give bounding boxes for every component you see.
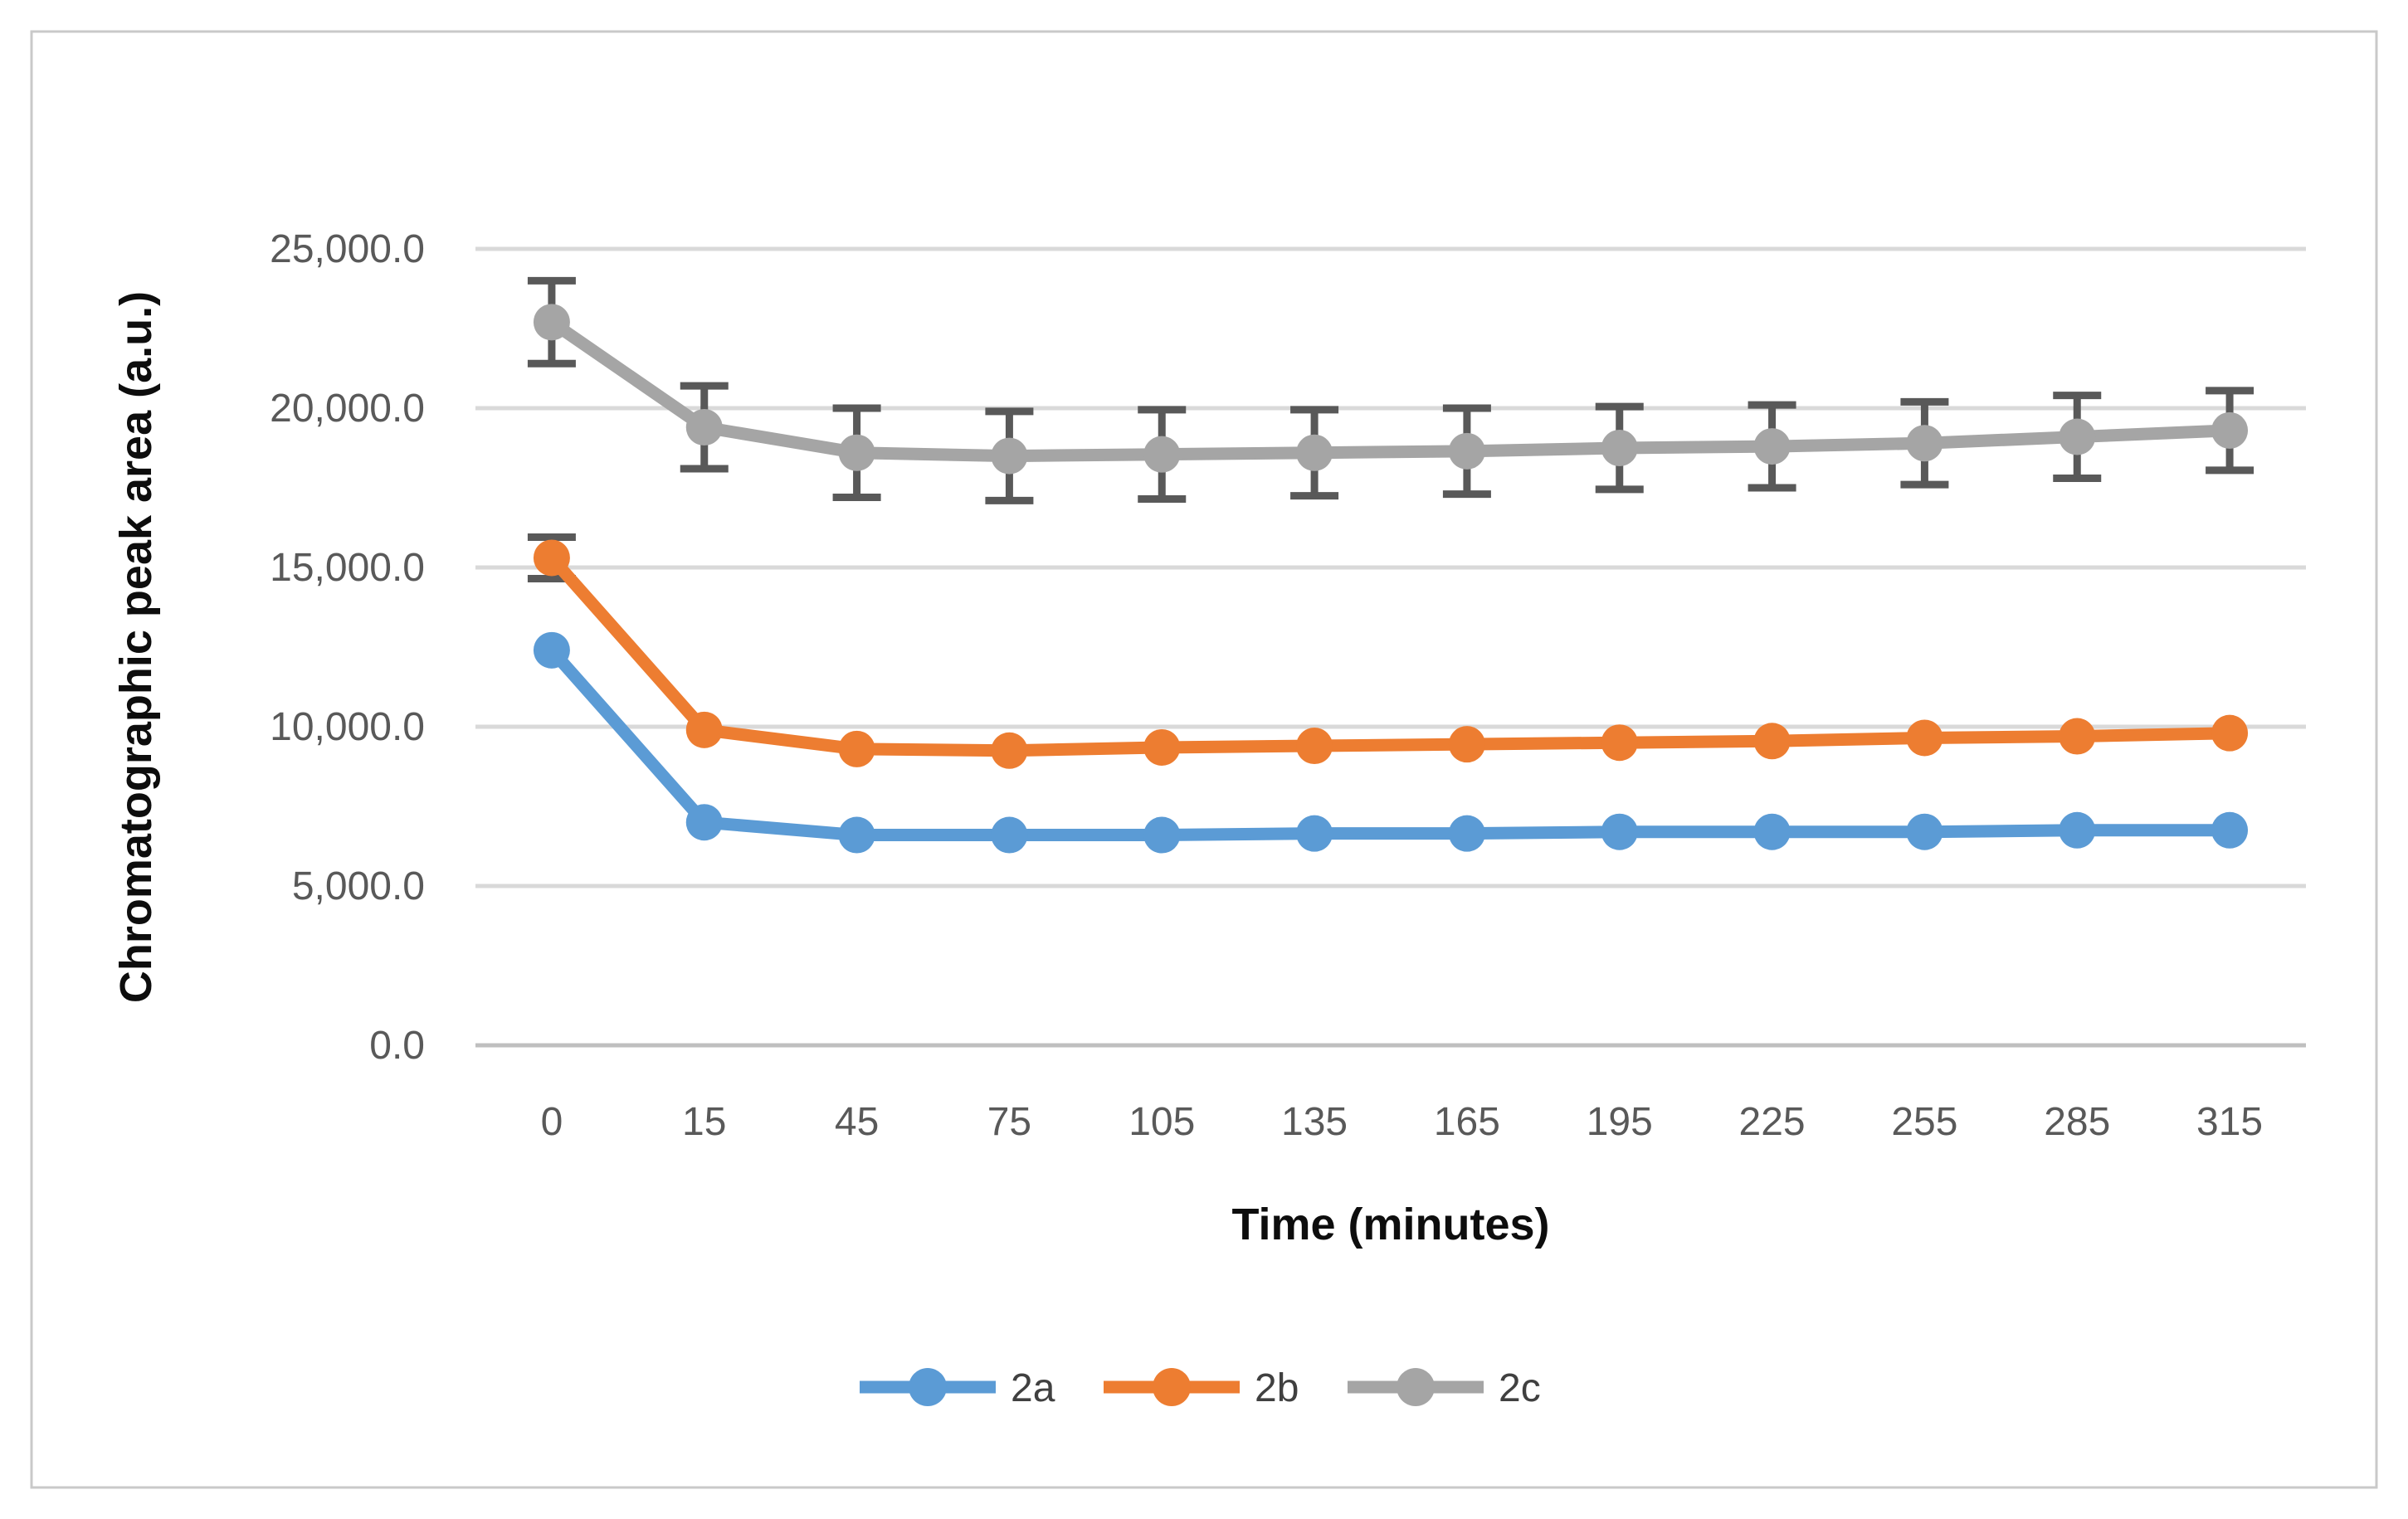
data-point-2c — [1753, 428, 1791, 465]
gridline-layer — [475, 246, 2306, 1048]
x-tick-label: 255 — [1891, 1100, 1957, 1144]
series-layer — [533, 304, 2249, 854]
y-tick-label: 0.0 — [369, 1024, 425, 1068]
data-point-2c — [685, 409, 723, 446]
series-line-2b — [545, 551, 2236, 757]
y-tick-label: 15,000.0 — [270, 546, 425, 590]
y-tick-label: 25,000.0 — [270, 227, 425, 271]
y-axis-title: Chromatographic peak area (a.u.) — [111, 291, 161, 1003]
legend-marker-swatch — [1397, 1368, 1435, 1406]
data-point-2b — [1753, 723, 1791, 760]
legend-label: 2c — [1499, 1366, 1541, 1410]
data-point-2c — [991, 437, 1028, 475]
chart-frame-layer — [30, 30, 2378, 1489]
x-tick-label: 75 — [987, 1100, 1031, 1144]
data-point-2a — [1448, 815, 1485, 852]
legend: 2a 2b 2c — [860, 1366, 1541, 1410]
legend-item-2b: 2b — [1104, 1366, 1299, 1410]
x-tick-label: 225 — [1739, 1100, 1806, 1144]
data-point-2c — [838, 434, 875, 471]
data-point-2b — [685, 711, 723, 748]
legend-marker-swatch — [909, 1368, 947, 1406]
data-point-2b — [2059, 718, 2096, 755]
x-tick-label: 15 — [682, 1100, 726, 1144]
data-point-2b — [838, 730, 875, 767]
legend-marker-swatch — [1153, 1368, 1191, 1406]
data-point-2b — [1143, 728, 1181, 766]
data-point-2b — [533, 539, 570, 577]
data-point-2c — [1906, 425, 1943, 462]
data-point-2a — [685, 804, 723, 841]
data-point-2c — [2211, 411, 2249, 449]
series-line-2c — [545, 315, 2236, 463]
data-point-2a — [2211, 811, 2249, 849]
data-point-2c — [1448, 432, 1485, 470]
data-point-2a — [1906, 813, 1943, 850]
series-line-2a — [545, 644, 2236, 842]
x-tick-label: 0 — [541, 1100, 563, 1144]
x-axis-title: Time (minutes) — [1231, 1200, 1549, 1249]
data-point-2a — [2059, 811, 2096, 849]
data-point-2b — [991, 732, 1028, 769]
legend-item-2a: 2a — [860, 1366, 1055, 1410]
x-tick-label: 285 — [2044, 1100, 2110, 1144]
legend-label: 2b — [1255, 1366, 1299, 1410]
x-tick-label: 135 — [1281, 1100, 1348, 1144]
x-tick-label: 105 — [1128, 1100, 1195, 1144]
y-tick-label: 5,000.0 — [292, 864, 425, 908]
figure-border — [30, 30, 2378, 1489]
tick-label-layer: 0.0 5,000.0 10,000.0 15,000.0 20,000.0 25,000… — [270, 227, 2263, 1144]
x-tick-label: 45 — [835, 1100, 879, 1144]
data-point-2c — [533, 304, 570, 341]
data-point-2c — [1143, 436, 1181, 473]
data-point-2b — [1601, 724, 1638, 762]
data-point-2c — [1601, 430, 1638, 466]
x-tick-label: 165 — [1434, 1100, 1500, 1144]
data-point-2b — [1296, 728, 1333, 765]
data-point-2a — [1753, 813, 1791, 850]
data-point-2b — [1448, 726, 1485, 763]
data-point-2b — [2211, 714, 2249, 752]
data-point-2a — [838, 816, 875, 854]
x-tick-label: 195 — [1587, 1100, 1653, 1144]
data-point-2a — [1143, 816, 1181, 854]
legend-item-2c: 2c — [1348, 1366, 1541, 1410]
data-point-2a — [991, 816, 1028, 854]
data-point-2a — [1601, 813, 1638, 850]
x-tick-label: 315 — [2196, 1100, 2263, 1144]
legend-label: 2a — [1011, 1366, 1055, 1410]
y-tick-label: 10,000.0 — [270, 705, 425, 749]
data-point-2a — [533, 631, 570, 669]
data-point-2a — [1296, 815, 1333, 852]
data-point-2c — [1296, 434, 1333, 471]
y-tick-label: 20,000.0 — [270, 387, 425, 431]
data-point-2c — [2059, 418, 2096, 455]
data-point-2b — [1906, 719, 1943, 757]
